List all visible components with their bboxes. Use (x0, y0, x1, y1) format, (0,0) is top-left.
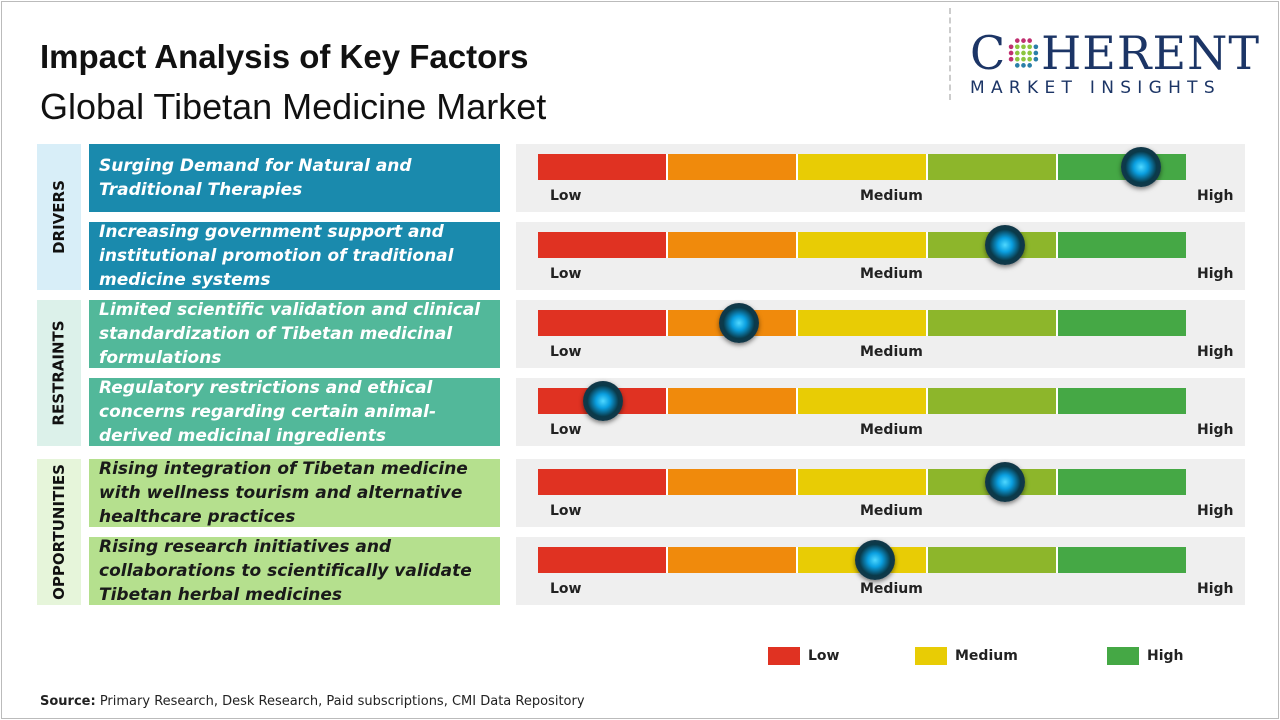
category-label: RESTRAINTS (50, 320, 69, 426)
gauge-segment (538, 310, 668, 336)
gauge-segment (538, 469, 668, 495)
gauge-high-label: High (1197, 581, 1234, 597)
gauge-segment (1058, 232, 1186, 258)
gauge-segment (1058, 388, 1186, 414)
gauge-segment (538, 232, 668, 258)
gauge-segment (928, 310, 1058, 336)
category-restraints: RESTRAINTS (37, 300, 81, 446)
factor-label: Rising integration of Tibetan medicine w… (89, 459, 500, 527)
gauge-high-label: High (1197, 188, 1234, 204)
gauge-medium-label: Medium (860, 188, 923, 204)
gauge-segment (1058, 547, 1186, 573)
legend-item: Medium (915, 647, 1018, 665)
category-drivers: DRIVERS (37, 144, 81, 290)
impact-indicator (1120, 147, 1161, 187)
factor-text: Rising integration of Tibetan medicine w… (99, 459, 468, 527)
factor-text: Rising research initiatives and collabor… (99, 537, 472, 605)
gauge-segment (928, 154, 1058, 180)
gauge-segment (668, 388, 798, 414)
globe-icon (1008, 38, 1039, 68)
gauge-medium-label: Medium (860, 344, 923, 360)
gauge-segment (668, 232, 798, 258)
gauge-low-label: Low (550, 344, 582, 360)
source-note: Source: Primary Research, Desk Research,… (40, 694, 585, 709)
gauge-high-label: High (1197, 344, 1234, 360)
factor-label: Rising research initiatives and collabor… (89, 537, 500, 605)
gauge-segment (538, 154, 668, 180)
gauge-segment (668, 154, 798, 180)
factor-text: Increasing government support and instit… (99, 222, 454, 290)
gauge-medium-label: Medium (860, 581, 923, 597)
logo: C HERENT MARKET INSIGHTS (970, 30, 1260, 98)
factor-text: Regulatory restrictions and ethical conc… (99, 378, 437, 446)
gauge-high-label: High (1197, 266, 1234, 282)
impact-gauge: Low Medium High (516, 537, 1245, 605)
gauge-low-label: Low (550, 503, 582, 519)
gauge-low-label: Low (550, 188, 582, 204)
impact-indicator (984, 225, 1025, 265)
gauge-bar (538, 232, 1186, 258)
gauge-segment (928, 388, 1058, 414)
impact-gauge: Low Medium High (516, 222, 1245, 290)
category-opportunities: OPPORTUNITIES (37, 459, 81, 605)
gauge-bar (538, 469, 1186, 495)
impact-gauge: Low Medium High (516, 144, 1245, 212)
impact-gauge: Low Medium High (516, 378, 1245, 446)
impact-gauge: Low Medium High (516, 300, 1245, 368)
gauge-segment (1058, 469, 1186, 495)
impact-indicator (582, 381, 623, 421)
gauge-medium-label: Medium (860, 422, 923, 438)
gauge-high-label: High (1197, 422, 1234, 438)
category-label: OPPORTUNITIES (50, 464, 68, 600)
gauge-segment (538, 547, 668, 573)
factor-label: Increasing government support and instit… (89, 222, 500, 290)
gauge-segment (798, 469, 928, 495)
factor-label: Surging Demand for Natural and Tradition… (89, 144, 500, 212)
impact-indicator (854, 540, 895, 580)
gauge-segment (798, 310, 928, 336)
legend-item: Low (768, 647, 839, 665)
factor-text: Surging Demand for Natural and Tradition… (99, 156, 412, 200)
category-label: DRIVERS (50, 180, 69, 254)
gauge-low-label: Low (550, 266, 582, 282)
page-title: Impact Analysis of Key Factors (40, 38, 529, 75)
impact-indicator (984, 462, 1025, 502)
logo-text: HERENT (1041, 26, 1260, 80)
factor-label: Regulatory restrictions and ethical conc… (89, 378, 500, 446)
legend-item: High (1107, 647, 1184, 665)
legend-label: Low (808, 648, 840, 664)
gauge-low-label: Low (550, 422, 582, 438)
gauge-high-label: High (1197, 503, 1234, 519)
logo-text: C (970, 26, 1007, 80)
legend-label: Medium (955, 648, 1018, 664)
gauge-segment (668, 547, 798, 573)
gauge-segment (668, 469, 798, 495)
factor-text: Limited scientific validation and clinic… (99, 300, 481, 368)
logo-tagline: MARKET INSIGHTS (970, 78, 1221, 98)
source-label: Source: (40, 694, 96, 709)
gauge-segment (798, 154, 928, 180)
legend-swatch (915, 647, 947, 665)
gauge-segment (1058, 310, 1186, 336)
impact-gauge: Low Medium High (516, 459, 1245, 527)
legend-swatch (768, 647, 800, 665)
page-subtitle: Global Tibetan Medicine Market (40, 86, 547, 127)
gauge-segment (928, 547, 1058, 573)
gauge-medium-label: Medium (860, 266, 923, 282)
impact-indicator (718, 303, 759, 343)
gauge-bar (538, 388, 1186, 414)
gauge-bar (538, 310, 1186, 336)
factor-label: Limited scientific validation and clinic… (89, 300, 500, 368)
gauge-bar (538, 154, 1186, 180)
gauge-medium-label: Medium (860, 503, 923, 519)
gauge-low-label: Low (550, 581, 582, 597)
gauge-segment (798, 232, 928, 258)
legend-label: High (1147, 648, 1184, 664)
legend-swatch (1107, 647, 1139, 665)
divider (949, 8, 951, 100)
source-text: Primary Research, Desk Research, Paid su… (95, 694, 585, 709)
gauge-segment (798, 388, 928, 414)
